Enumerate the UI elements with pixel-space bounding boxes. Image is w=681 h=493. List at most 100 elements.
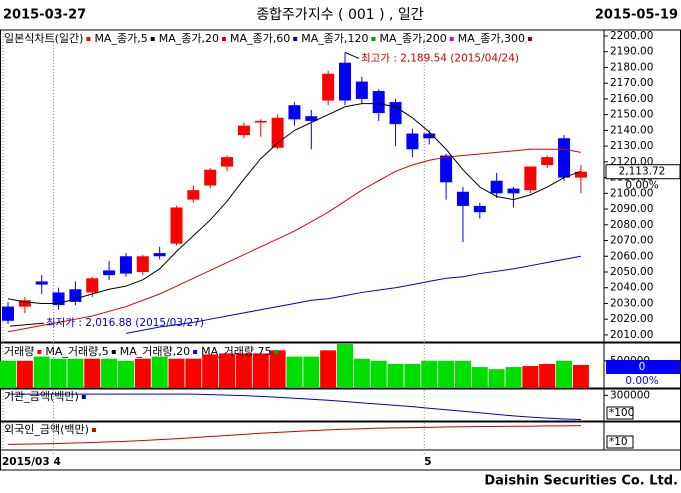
candle-body [406,133,419,150]
candle-body [288,105,301,120]
volume-bar [286,356,303,388]
candle-body [86,278,99,293]
candle-body [507,188,520,194]
legend-swatch [91,428,96,432]
legend-label: 일본식차트(일간) [4,31,83,45]
y-tick-label: 300000 [610,389,650,401]
candle-body [305,116,318,121]
chart-title: 종합주가지수 ( 001 ) , 일간 [256,7,424,23]
x-tick-label: 2015/03 [2,456,50,468]
volume-bar [168,358,185,388]
unit-label: *10 [609,436,628,448]
change-label: 0.00% [625,180,658,192]
volume-bar [269,350,286,388]
candle-body [237,125,250,136]
candle-body [456,191,469,206]
volume-bar [471,367,488,388]
candle-body [389,102,402,125]
legend-swatch [150,37,155,41]
volume-bar [117,360,134,388]
legend-swatch [221,37,226,41]
volume-bar [235,353,252,388]
y-tick-label: 2010.00 [610,329,653,341]
volume-bar [454,360,471,388]
volume-bar [522,366,539,388]
unit-label: *100 [609,407,634,419]
candle-body [473,205,486,213]
start-date: 2015-03-27 [3,8,86,23]
y-tick-label: 2040.00 [610,282,653,294]
high-annotation: 최고가 : 2,189.54 (2015/04/24) [361,52,519,64]
legend-label: 거래량 [4,345,34,358]
volume-bar [337,344,353,388]
candle-body [103,270,116,276]
last-volume-box [606,360,680,374]
legend-swatch [527,37,532,41]
legend-label: 외국인_금액(백만) [4,423,89,436]
legend-swatch [86,37,91,41]
y-tick-label: 2060.00 [610,250,653,262]
legend-label: MA_종가,200 [379,32,446,45]
y-tick-label: 2190.00 [610,46,653,58]
volume-bar [539,363,556,388]
candle-body [524,166,537,191]
y-tick-label: 2070.00 [610,235,653,247]
volume-bar [488,369,505,388]
annotation-arrow [344,51,360,59]
volume-bar [505,367,522,388]
volume-bar [16,360,33,388]
candle-body [2,306,14,321]
candle-body [372,91,385,114]
volume-bar [33,356,50,388]
legend-swatch [371,37,376,41]
volume-bar [101,358,118,388]
volume-bar [353,358,370,388]
legend-swatch [193,350,198,354]
volume-bar [219,353,236,388]
candle-body [187,190,200,200]
end-date: 2015-05-19 [595,8,678,23]
volume-bar [303,356,320,388]
candle-body [221,157,234,167]
ma-line [7,148,581,333]
unit-box [606,406,634,420]
last-price-box [605,164,681,180]
last-volume: 0 [639,361,646,373]
legend-swatch [449,37,454,41]
y-tick-label: 2100.00 [610,187,653,199]
volume-bar [67,358,84,388]
flow-line [8,393,581,420]
legend-swatch [37,350,42,354]
legend-label: MA_종가,20 [159,32,219,45]
candle-body [574,171,587,178]
volume-bar [387,363,404,388]
volume-bar [50,358,67,388]
volume-bar [0,360,16,388]
legend-swatch [274,350,279,354]
volume-change: 0.00% [625,375,658,387]
volume-bar [404,363,421,388]
y-tick-label: 2140.00 [610,124,653,136]
candle-body [35,281,48,285]
legend-label: MA_거래량,75 [201,345,271,358]
y-tick-label: 2130.00 [610,140,653,152]
candle-body [204,169,217,186]
flow-line [7,425,581,445]
y-tick-label: 2200.00 [610,30,653,42]
y-tick-label: 2030.00 [610,297,653,309]
y-tick-label: 2090.00 [610,203,653,215]
candle-body [69,289,82,302]
volume-bar [202,354,219,388]
volume-bar [320,350,337,388]
y-tick-label: 2080.00 [610,219,653,231]
candle-body [52,292,65,306]
volume-bar [556,360,573,388]
legend-swatch [293,37,298,41]
legend-label: MA_종가,60 [230,32,290,45]
volume-bar [84,358,101,388]
unit-box [606,435,634,449]
candle-body [339,62,351,101]
low-annotation: 최저가 : 2,016.88 (2015/03/27) [46,317,204,329]
legend-label: MA_종가,5 [94,32,147,45]
legend-label: 기관_금액(백만) [4,390,79,403]
